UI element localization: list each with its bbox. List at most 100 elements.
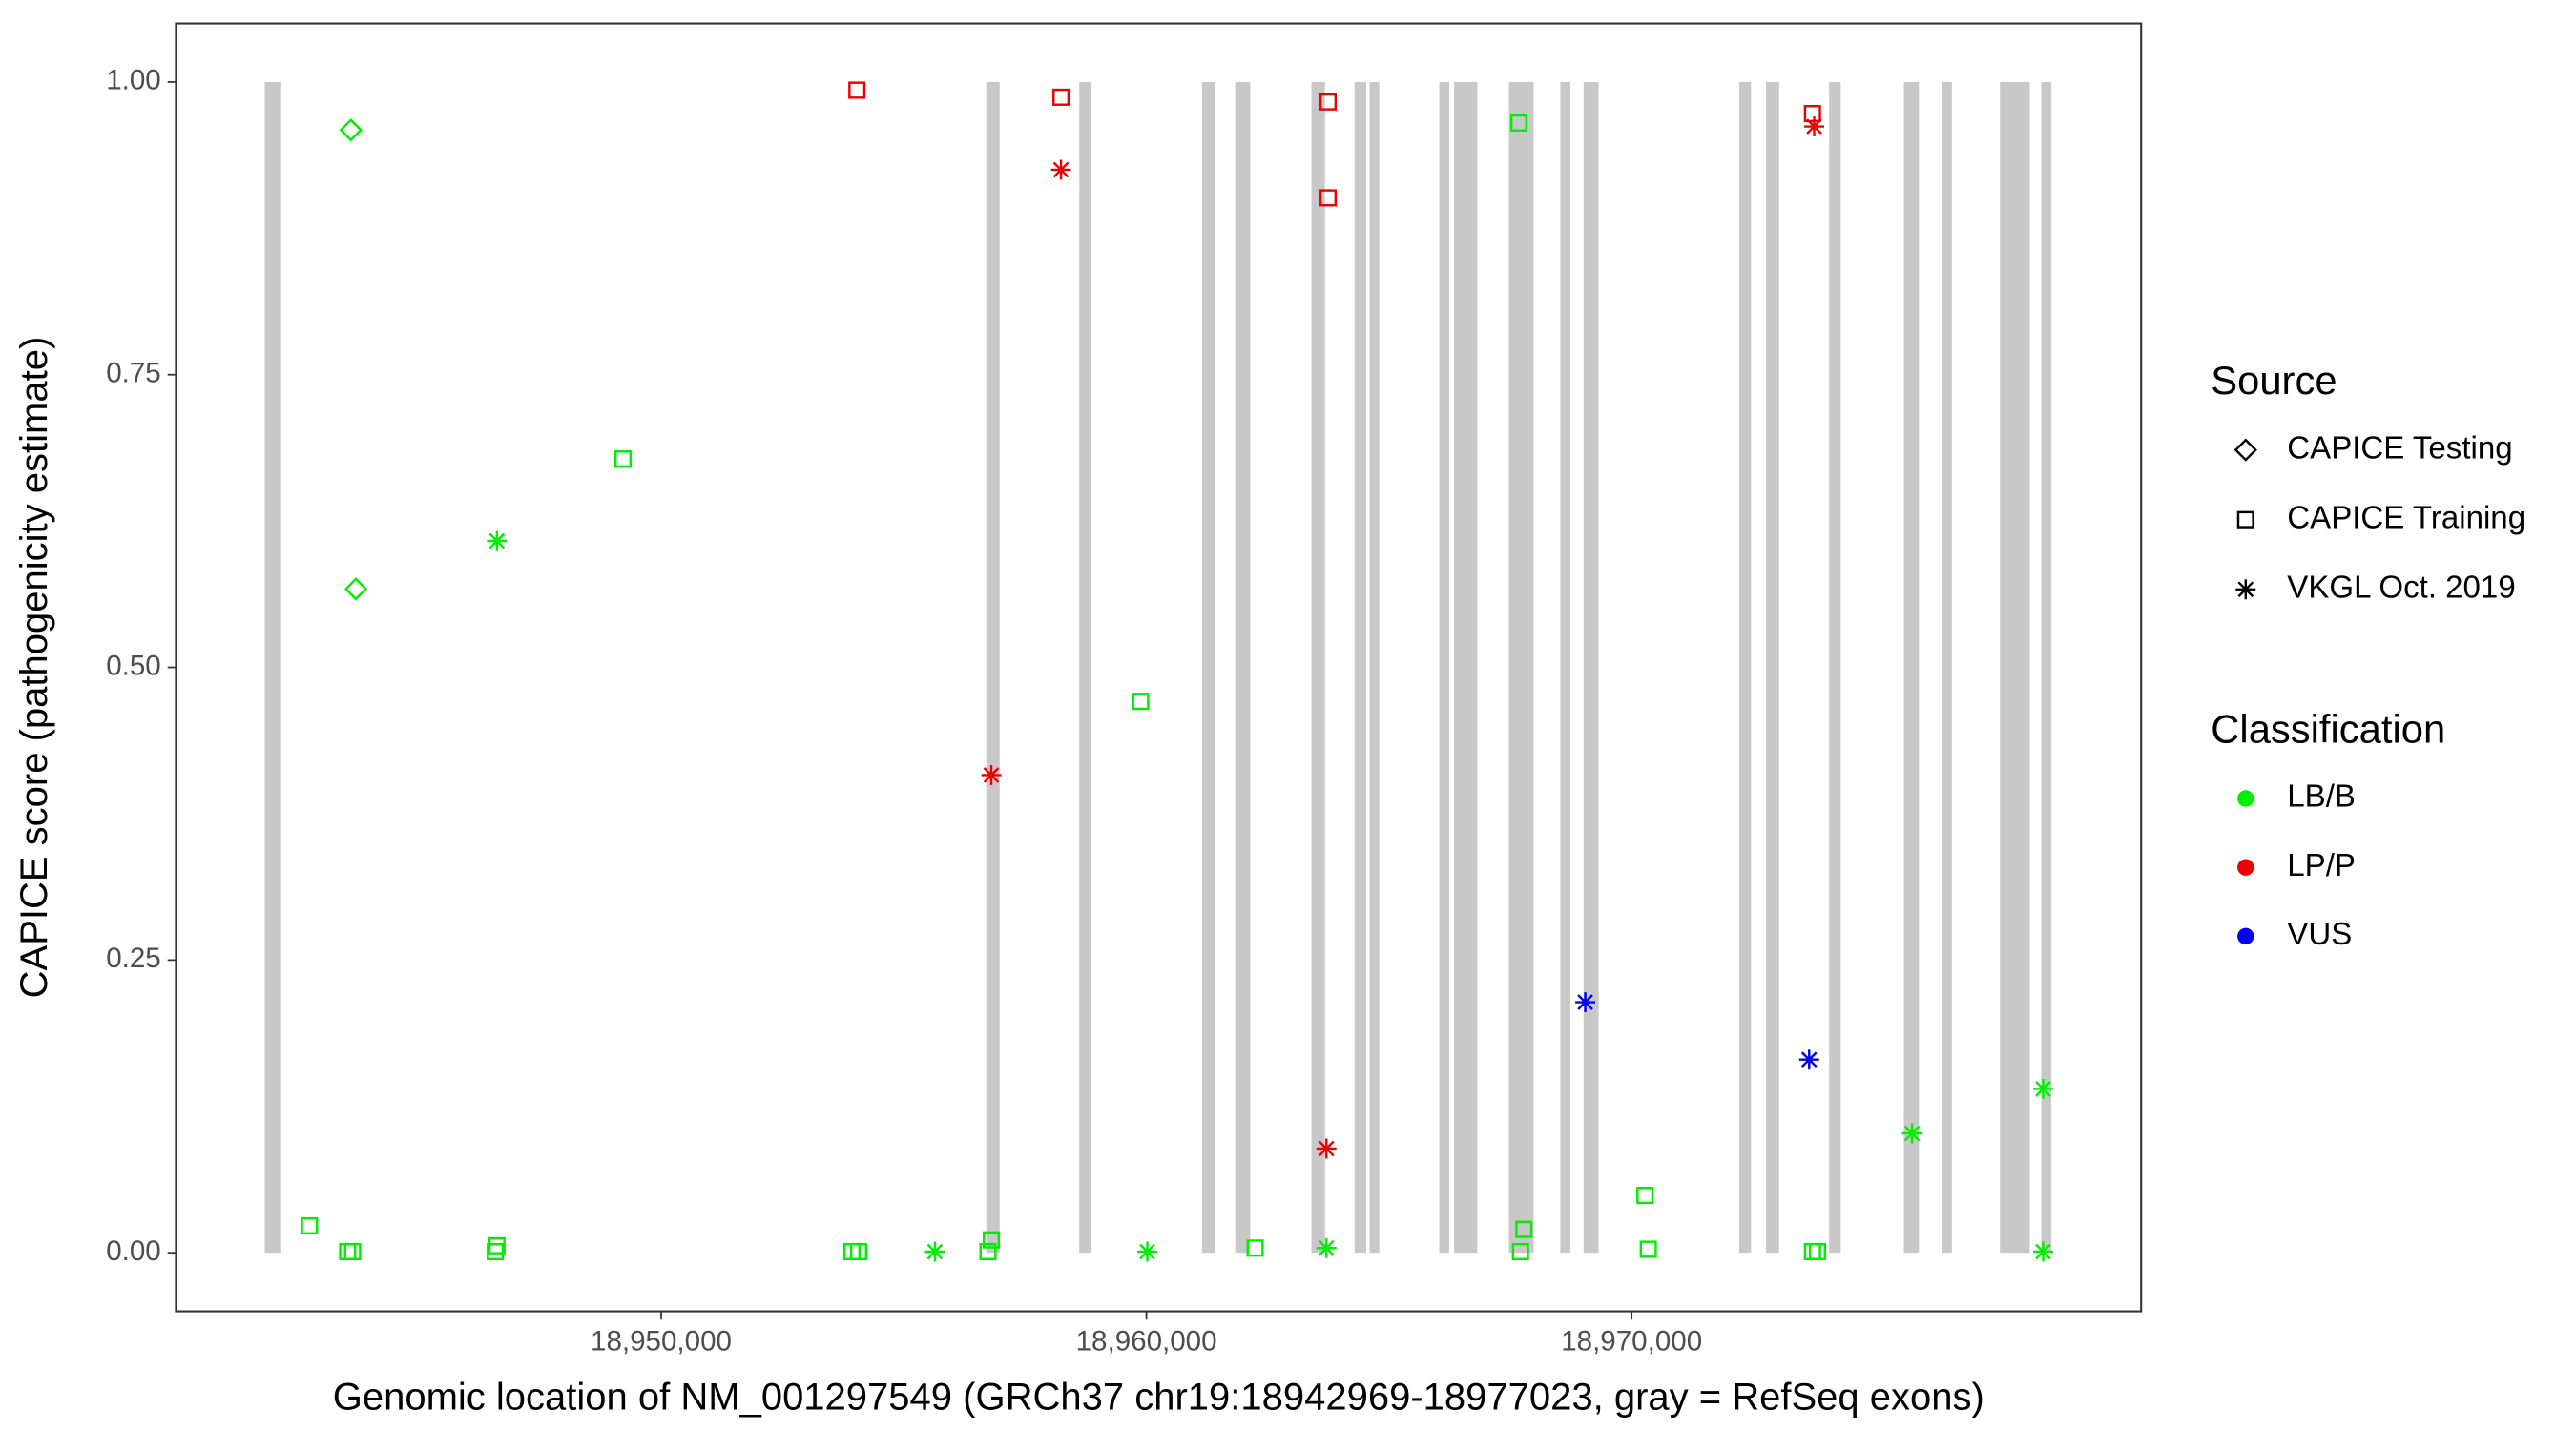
point bbox=[1050, 159, 1071, 180]
point bbox=[343, 1242, 362, 1261]
asterisk bbox=[1804, 116, 1824, 136]
point bbox=[1639, 1240, 1657, 1258]
legend-symbol bbox=[2236, 510, 2254, 529]
square bbox=[982, 1231, 1001, 1249]
point bbox=[1316, 1237, 1337, 1258]
square bbox=[343, 1242, 362, 1261]
point bbox=[1808, 1242, 1827, 1261]
square bbox=[1052, 88, 1070, 106]
point bbox=[848, 81, 866, 99]
square bbox=[848, 81, 866, 99]
diamond bbox=[2233, 438, 2257, 462]
square bbox=[1803, 105, 1821, 123]
square bbox=[1808, 1242, 1827, 1261]
point bbox=[849, 1242, 867, 1261]
point bbox=[1575, 992, 1595, 1012]
point bbox=[924, 1241, 945, 1262]
y-tick-label: 0.50 bbox=[106, 650, 161, 681]
asterisk bbox=[2033, 1078, 2053, 1099]
point bbox=[1509, 114, 1528, 132]
square bbox=[1636, 1187, 1654, 1205]
square bbox=[1319, 189, 1338, 207]
point bbox=[1511, 1242, 1529, 1261]
exon-band bbox=[1903, 81, 1920, 1254]
y-axis-title: CAPICE score (pathogenicity estimate) bbox=[13, 337, 55, 999]
y-tick-label: 1.00 bbox=[106, 65, 161, 96]
square bbox=[1132, 693, 1150, 711]
y-tick-label: 0.75 bbox=[106, 358, 161, 389]
legend-label: LB/B bbox=[2287, 779, 2356, 815]
legend-symbol bbox=[2237, 927, 2254, 945]
square bbox=[849, 1242, 867, 1261]
asterisk bbox=[2235, 579, 2256, 600]
exon-band bbox=[1508, 81, 1534, 1254]
square bbox=[613, 450, 633, 468]
square bbox=[1511, 1242, 1529, 1261]
point bbox=[1636, 1187, 1654, 1205]
square bbox=[1639, 1240, 1657, 1258]
x-axis-title: Genomic location of NM_001297549 (GRCh37… bbox=[333, 1376, 1984, 1418]
exon-band bbox=[1235, 81, 1251, 1254]
legend-label: VUS bbox=[2287, 917, 2352, 952]
exon-band bbox=[1560, 81, 1570, 1254]
plot-frame bbox=[175, 22, 2143, 1313]
point bbox=[1319, 189, 1338, 207]
square bbox=[487, 1242, 505, 1261]
point bbox=[1246, 1239, 1264, 1257]
x-tick-label: 18,970,000 bbox=[1561, 1325, 1702, 1357]
legend-symbol bbox=[2237, 790, 2254, 807]
legend-title: Source bbox=[2211, 358, 2337, 403]
legend-label: CAPICE Training bbox=[2287, 500, 2525, 535]
point bbox=[1803, 105, 1821, 123]
asterisk bbox=[1316, 1237, 1337, 1258]
point bbox=[343, 577, 368, 601]
square bbox=[2236, 510, 2254, 529]
exon-band bbox=[264, 81, 281, 1254]
point bbox=[487, 1242, 505, 1261]
square bbox=[1319, 93, 1338, 111]
point bbox=[1316, 1138, 1337, 1159]
asterisk bbox=[1575, 992, 1595, 1012]
asterisk bbox=[1798, 1049, 1819, 1070]
y-tick-label: 0.25 bbox=[106, 943, 161, 974]
square bbox=[1246, 1239, 1264, 1257]
exon-band bbox=[2000, 81, 2030, 1254]
exon-band bbox=[2041, 81, 2052, 1254]
point bbox=[2033, 1078, 2053, 1099]
legend-title: Classification bbox=[2211, 706, 2445, 751]
asterisk bbox=[1137, 1241, 1157, 1262]
legend-symbol bbox=[2233, 438, 2257, 462]
asterisk bbox=[1316, 1138, 1337, 1159]
exon-band bbox=[1766, 81, 1779, 1254]
exon-band bbox=[1829, 81, 1841, 1254]
point bbox=[301, 1216, 319, 1235]
square bbox=[488, 1236, 506, 1255]
exon-band bbox=[1311, 81, 1325, 1254]
point bbox=[1319, 93, 1338, 111]
y-tick-label: 0.00 bbox=[106, 1235, 161, 1267]
asterisk bbox=[1901, 1123, 1922, 1144]
square bbox=[301, 1216, 319, 1235]
legend-label: CAPICE Testing bbox=[2287, 430, 2512, 466]
legend-label: LP/P bbox=[2287, 848, 2356, 883]
point bbox=[339, 118, 363, 142]
point bbox=[1804, 116, 1824, 136]
exon-band bbox=[1454, 81, 1478, 1254]
point bbox=[488, 1236, 506, 1255]
point bbox=[1798, 1049, 1819, 1070]
exon-band bbox=[986, 81, 1000, 1254]
point bbox=[979, 1242, 997, 1261]
point bbox=[2033, 1241, 2053, 1262]
point bbox=[1901, 1123, 1922, 1144]
exon-band bbox=[1354, 81, 1366, 1254]
point bbox=[982, 1231, 1001, 1249]
point bbox=[613, 450, 633, 468]
exon-band bbox=[1201, 81, 1215, 1254]
point bbox=[981, 765, 1002, 785]
asterisk bbox=[487, 530, 508, 551]
x-tick-label: 18,960,000 bbox=[1076, 1325, 1217, 1357]
point bbox=[1137, 1241, 1157, 1262]
